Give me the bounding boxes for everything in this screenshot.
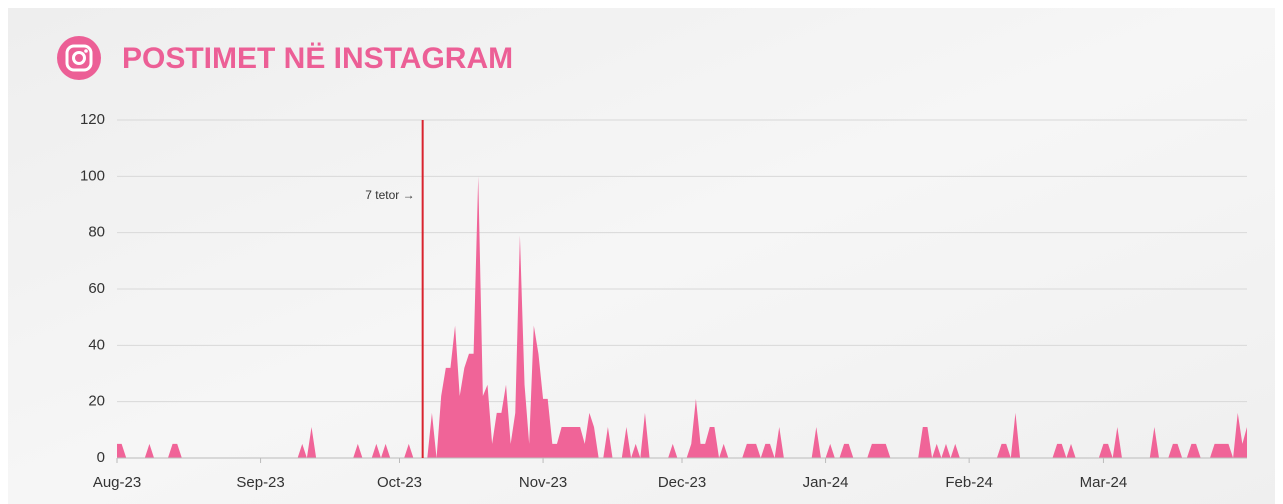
annotation-text: 7 tetor →	[365, 188, 414, 202]
y-tick-label: 60	[88, 280, 105, 297]
y-tick-label: 40	[88, 336, 105, 353]
x-tick-label: Nov-23	[519, 474, 567, 491]
x-tick-label: Jan-24	[803, 474, 849, 491]
y-tick-label: 0	[97, 449, 105, 466]
y-tick-label: 120	[80, 111, 105, 128]
x-tick-label: Feb-24	[945, 474, 993, 491]
x-tick-label: Sep-23	[236, 474, 284, 491]
y-tick-label: 20	[88, 393, 105, 410]
y-tick-label: 100	[80, 167, 105, 184]
instagram-icon	[57, 36, 101, 80]
x-tick-label: Aug-23	[93, 474, 141, 491]
y-tick-label: 80	[88, 224, 105, 241]
x-tick-label: Mar-24	[1080, 474, 1128, 491]
background	[8, 8, 1275, 504]
chart-title: POSTIMET NË INSTAGRAM	[122, 42, 513, 75]
x-tick-label: Dec-23	[658, 474, 706, 491]
x-tick-label: Oct-23	[377, 474, 422, 491]
